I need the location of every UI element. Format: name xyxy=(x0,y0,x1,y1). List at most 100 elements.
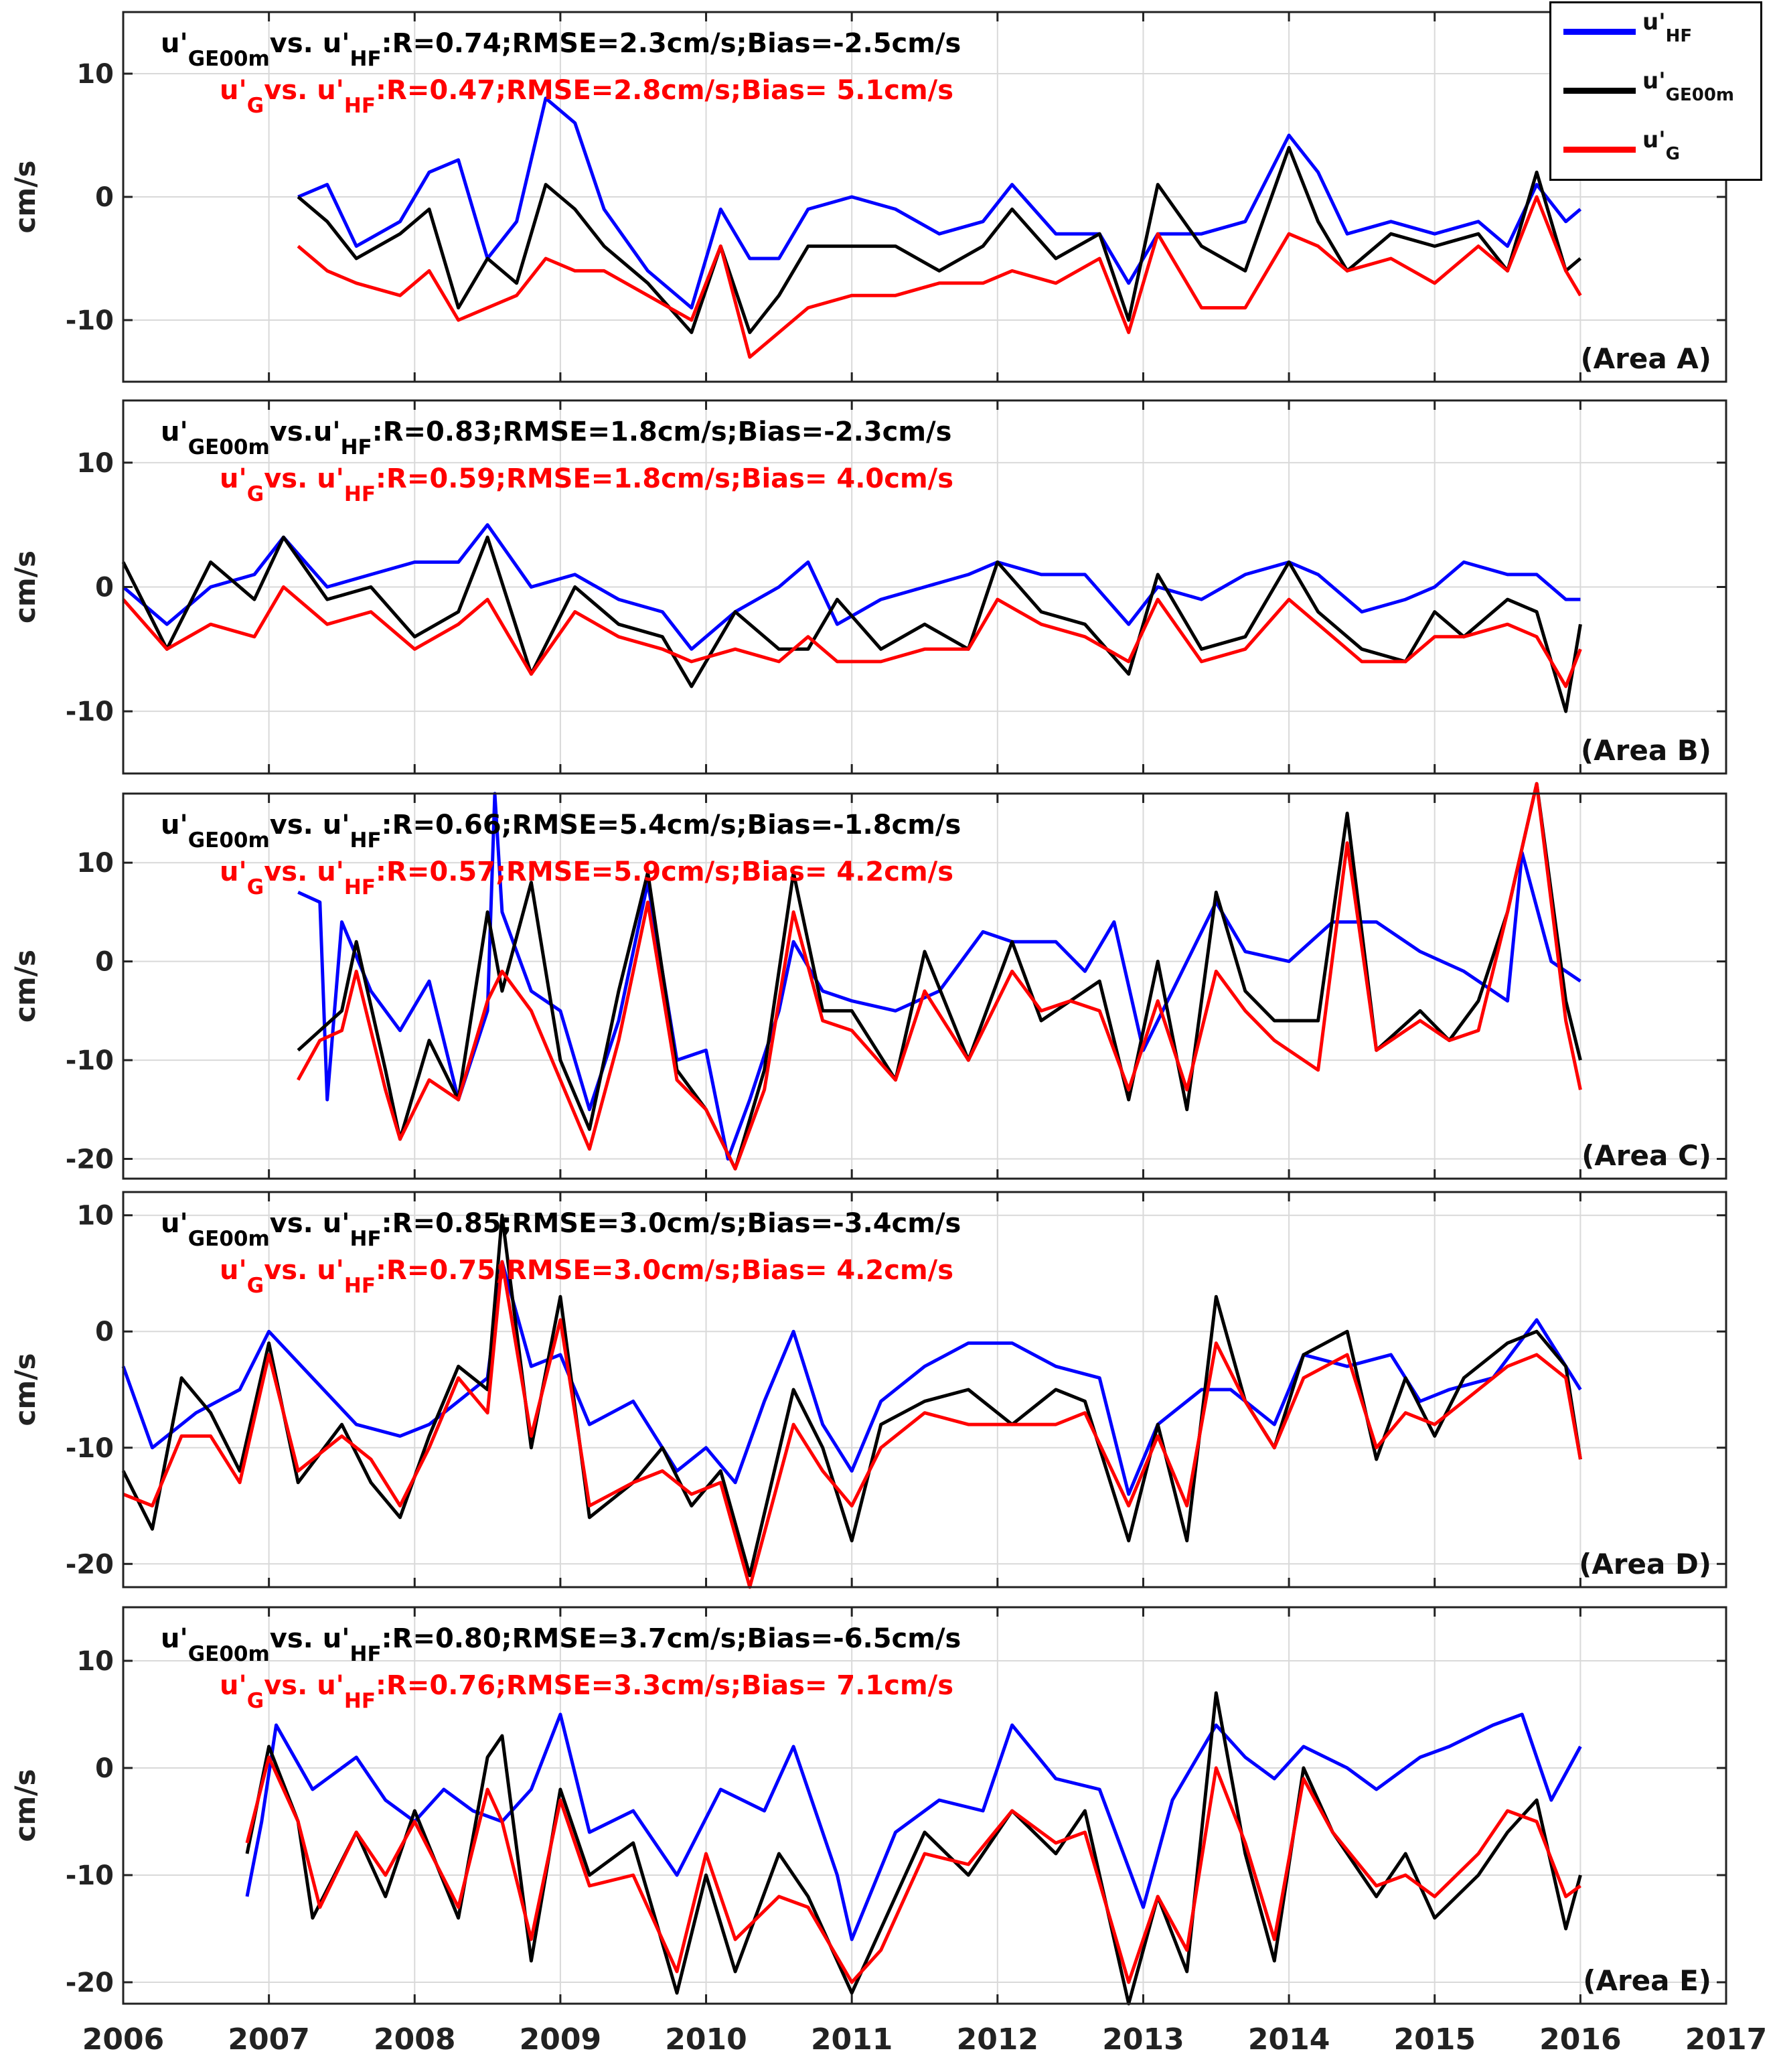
y-tick-label: 0 xyxy=(95,573,114,603)
legend-label-g: u'G xyxy=(1642,127,1680,164)
series-ge00m-line xyxy=(245,1691,1582,2006)
series-hf-line xyxy=(121,1260,1582,1496)
legend-line-hf xyxy=(1563,29,1636,35)
legend-label-ge00m: u'GE00m xyxy=(1642,68,1734,105)
stats-subscript: HF xyxy=(344,94,376,118)
stats-prime: u' xyxy=(220,1670,247,1701)
stats-subscript: HF xyxy=(350,1642,382,1666)
legend-line-g xyxy=(1563,147,1636,153)
y-tick-label: -20 xyxy=(66,1549,114,1580)
stats-text: u'GE00mvs. u'HF:R=0.85;RMSE=3.0cm/s;Bias… xyxy=(161,1208,961,1251)
y-tick-label: 0 xyxy=(95,1753,114,1784)
y-tick-label: 0 xyxy=(95,182,114,213)
area-label: (Area B) xyxy=(1581,734,1711,767)
stats-subscript: GE00m xyxy=(188,47,270,71)
stats-values: :R=0.57;RMSE=5.9cm/s;Bias= 4.2cm/s xyxy=(376,857,953,887)
y-tick-label: -20 xyxy=(66,1968,114,1998)
legend-entry-ge00m: u'GE00m xyxy=(1563,66,1758,113)
stats-prime: u' xyxy=(161,1208,188,1239)
legend: u'HF u'GE00m u'G xyxy=(1549,1,1762,181)
y-tick-label: -10 xyxy=(66,1433,114,1464)
stats-prime: u' xyxy=(161,417,188,447)
stats-subscript: HF xyxy=(341,435,372,459)
x-tick-label: 2010 xyxy=(665,2022,747,2057)
stats-subscript: HF xyxy=(344,482,376,506)
panel-frame xyxy=(122,792,1727,1180)
stats-text: u'GE00mvs. u'HF:R=0.74;RMSE=2.3cm/s;Bias… xyxy=(161,28,961,71)
stats-prime: u' xyxy=(161,1623,188,1654)
y-axis-label: cm/s xyxy=(9,1353,42,1426)
y-tick-label: 10 xyxy=(76,848,114,879)
area-label: (Area A) xyxy=(1580,342,1711,375)
series-g-line xyxy=(245,1755,1581,1984)
stats-subscript: G xyxy=(247,1274,264,1298)
stats-values: :R=0.85;RMSE=3.0cm/s;Bias=-3.4cm/s xyxy=(382,1208,961,1239)
series-g-line xyxy=(122,585,1582,688)
series-hf-line xyxy=(122,523,1581,651)
stats-text: u'Gvs. u'HF:R=0.47;RMSE=2.8cm/s;Bias= 5.… xyxy=(220,75,953,118)
area-label: (Area D) xyxy=(1579,1548,1711,1580)
stats-text: u'Gvs. u'HF:R=0.57;RMSE=5.9cm/s;Bias= 4.… xyxy=(220,857,953,899)
stats-vs: vs. u' xyxy=(264,463,344,494)
stats-subscript: G xyxy=(247,1689,264,1713)
x-tick-label: 2013 xyxy=(1102,2022,1184,2057)
stats-subscript: GE00m xyxy=(188,1227,270,1251)
x-tick-label: 2017 xyxy=(1685,2022,1767,2057)
stats-values: :R=0.47;RMSE=2.8cm/s;Bias= 5.1cm/s xyxy=(376,75,953,106)
y-tick-label: 10 xyxy=(76,59,114,90)
x-tick-label: 2009 xyxy=(520,2022,601,2057)
y-tick-label: 10 xyxy=(76,1201,114,1232)
series-ge00m-line xyxy=(297,782,1582,1171)
stats-vs: vs. u' xyxy=(270,1623,350,1654)
stats-text: u'Gvs. u'HF:R=0.75;RMSE=3.0cm/s;Bias= 4.… xyxy=(220,1255,953,1298)
stats-subscript: HF xyxy=(350,1227,382,1251)
x-tick-label: 2007 xyxy=(228,2022,309,2057)
series-g-line xyxy=(297,195,1582,359)
stats-vs: vs. u' xyxy=(264,75,344,106)
x-tick-label: 2014 xyxy=(1248,2022,1330,2057)
stats-values: :R=0.66;RMSE=5.4cm/s;Bias=-1.8cm/s xyxy=(382,810,961,840)
stats-prime: u' xyxy=(220,463,247,494)
x-tick-label: 2015 xyxy=(1393,2022,1475,2057)
stats-text: u'GE00mvs. u'HF:R=0.66;RMSE=5.4cm/s;Bias… xyxy=(161,810,961,853)
stats-subscript: G xyxy=(247,875,264,899)
legend-label-hf: u'HF xyxy=(1642,9,1693,46)
stats-vs: vs. u' xyxy=(270,28,350,59)
y-axis-label: cm/s xyxy=(9,161,42,234)
stats-prime: u' xyxy=(220,857,247,887)
y-tick-label: 0 xyxy=(95,1317,114,1347)
y-axis-label: cm/s xyxy=(9,1769,42,1842)
stats-values: :R=0.76;RMSE=3.3cm/s;Bias= 7.1cm/s xyxy=(376,1670,953,1701)
panel-frame xyxy=(122,1606,1727,2005)
stats-subscript: HF xyxy=(350,47,382,71)
stats-values: :R=0.80;RMSE=3.7cm/s;Bias=-6.5cm/s xyxy=(382,1623,961,1654)
y-axis-label: cm/s xyxy=(9,550,42,623)
stats-vs: vs. u' xyxy=(264,1255,344,1286)
stats-values: :R=0.59;RMSE=1.8cm/s;Bias= 4.0cm/s xyxy=(376,463,953,494)
stats-prime: u' xyxy=(161,28,188,59)
series-ge00m-line xyxy=(121,1213,1582,1578)
stats-subscript: HF xyxy=(344,875,376,899)
stats-subscript: G xyxy=(247,482,264,506)
stats-subscript: HF xyxy=(350,828,382,853)
stats-prime: u' xyxy=(220,1255,247,1286)
y-tick-label: -10 xyxy=(66,696,114,727)
stats-subscript: HF xyxy=(344,1689,376,1713)
y-tick-label: -10 xyxy=(66,1045,114,1076)
legend-entry-hf: u'HF xyxy=(1563,7,1758,54)
series-hf-line xyxy=(245,1712,1582,1941)
series-hf-line xyxy=(297,96,1582,310)
area-label: (Area E) xyxy=(1583,1964,1711,1997)
stats-vs: vs. u' xyxy=(270,810,350,840)
stats-values: :R=0.75;RMSE=3.0cm/s;Bias= 4.2cm/s xyxy=(376,1255,953,1286)
stats-vs: vs. u' xyxy=(270,1208,350,1239)
stats-prime: u' xyxy=(161,810,188,840)
series-g-line xyxy=(297,782,1582,1171)
y-tick-label: 10 xyxy=(76,448,114,479)
x-tick-label: 2011 xyxy=(811,2022,893,2057)
panel-frame xyxy=(122,1191,1727,1588)
x-tick-label: 2016 xyxy=(1539,2022,1621,2057)
